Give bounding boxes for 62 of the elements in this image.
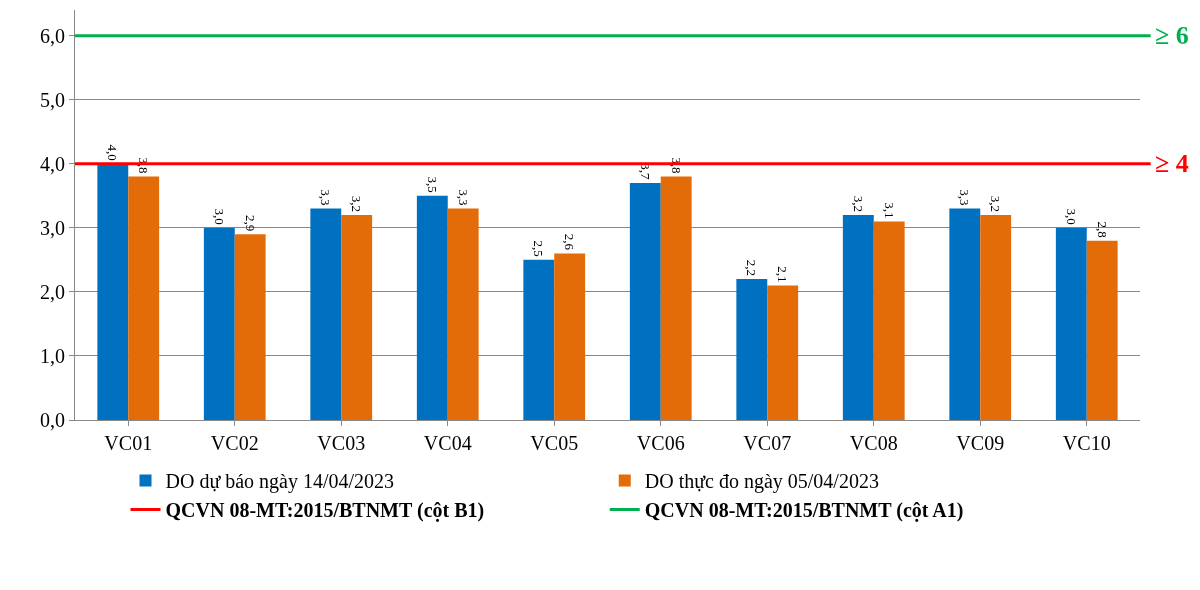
bar [554,253,586,420]
data-label: 2,6 [562,233,578,251]
x-tick-label: VC09 [956,432,1005,454]
bar [234,234,266,420]
bar [128,176,160,420]
y-tick-label: 0,0 [40,409,65,431]
bar [873,221,905,420]
data-label: 2,1 [775,266,791,283]
y-tick-label: 2,0 [40,280,65,303]
legend-label: DO thực đo ngày 05/04/2023 [644,470,879,494]
bar [310,208,342,420]
data-label: 2,8 [1094,221,1110,238]
y-tick-label: 3,0 [40,216,65,239]
x-tick-label: VC04 [423,432,472,454]
bar [1086,240,1118,420]
x-tick-label: VC10 [1062,432,1111,454]
y-tick-label: 5,0 [40,88,65,111]
ref-line-label: ≥ 4 [1155,149,1189,178]
data-label: 3,0 [211,208,227,225]
bar [980,215,1012,420]
data-label: 2,5 [531,240,547,257]
bar [629,182,661,420]
bar [736,279,768,420]
bar [842,215,874,420]
data-label: 3,1 [881,202,897,219]
x-tick-label: VC05 [530,432,579,454]
bar [1055,227,1087,420]
x-tick-label: VC07 [743,432,792,454]
bar [523,259,555,420]
bar [660,176,692,420]
y-tick-label: 6,0 [40,24,65,47]
data-label: 3,5 [424,176,440,193]
bar [949,208,981,420]
text: QCVN 08-MT:2015/BTNMT (cột B1) [165,499,485,523]
legend-label: DO dự báo ngày 14/04/2023 [165,470,395,494]
data-label: 3,8 [668,157,684,174]
x-tick-label: VC08 [849,432,898,454]
data-label: 3,2 [988,195,1004,212]
data-label: 3,2 [349,195,365,212]
text: QCVN 08-MT:2015/BTNMT (cột A1) [644,499,964,523]
x-tick-label: VC03 [317,432,366,454]
data-label: 4,0 [105,144,121,161]
data-label: 3,3 [957,189,973,206]
bar [447,208,479,420]
x-tick-label: VC01 [104,432,153,454]
bar [767,285,799,420]
y-tick-label: 4,0 [40,152,65,175]
data-label: 3,3 [455,189,471,206]
ref-line-label: ≥ 6 [1155,21,1189,50]
bar [341,215,373,420]
data-label: 3,3 [318,189,334,206]
bar [203,227,235,420]
data-label: 3,8 [136,157,152,174]
y-tick-label: 1,0 [40,344,65,367]
x-tick-label: VC06 [636,432,685,454]
data-label: 3,0 [1063,208,1079,225]
bar [416,195,448,420]
data-label: 2,2 [744,259,760,277]
data-label: 2,9 [242,214,258,232]
bar [97,163,129,420]
data-label: 3,2 [850,195,866,212]
x-tick-label: VC02 [210,432,259,454]
